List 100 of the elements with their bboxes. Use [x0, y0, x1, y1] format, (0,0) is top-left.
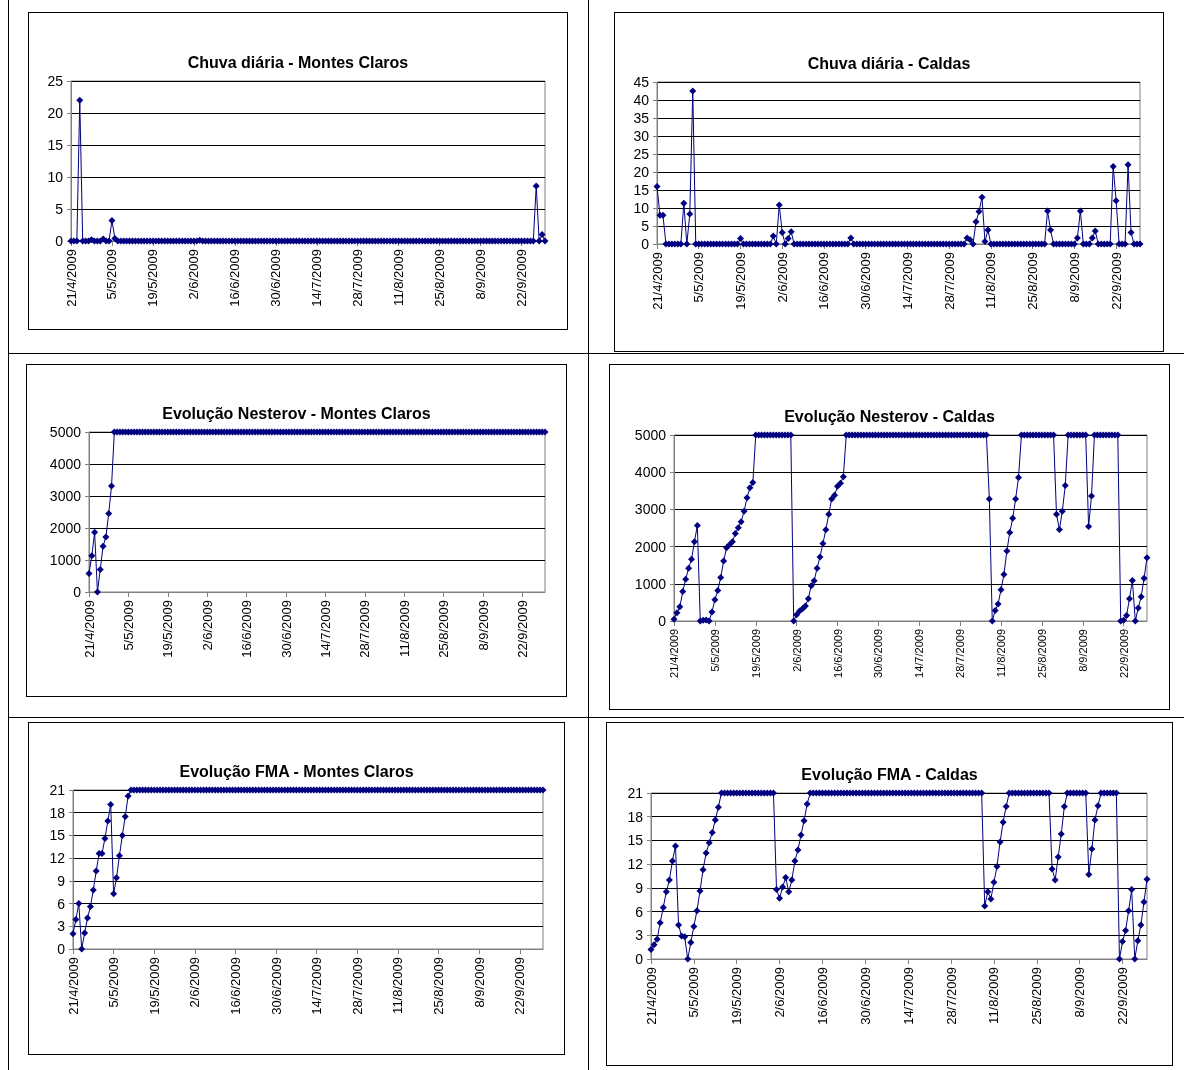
- x-tick-label: 21/4/2009: [81, 600, 97, 658]
- x-tick-label: 5/5/2009: [691, 252, 707, 303]
- x-tick-label: 5/5/2009: [106, 957, 122, 1008]
- y-tick-label: 5000: [634, 427, 667, 443]
- y-tick-label: 10: [633, 200, 650, 216]
- y-tick-label: 4000: [634, 464, 667, 481]
- y-tick-label: 2000: [634, 538, 667, 555]
- x-tick-label: 28/7/2009: [954, 629, 967, 678]
- x-tick-label: 2/6/2009: [186, 249, 202, 300]
- x-tick-label: 8/9/2009: [473, 249, 489, 300]
- y-tick-label: 0: [57, 941, 66, 957]
- y-tick-label: 5000: [49, 424, 82, 440]
- x-tick-label: 25/8/2009: [1035, 629, 1048, 678]
- x-tick-label: 14/7/2009: [309, 249, 325, 307]
- x-tick-label: 2/6/2009: [187, 957, 203, 1008]
- x-tick-label: 30/6/2009: [278, 600, 294, 658]
- x-tick-label: 21/4/2009: [65, 957, 81, 1015]
- x-tick-label: 25/8/2009: [1029, 967, 1045, 1025]
- y-tick-label: 20: [47, 105, 64, 121]
- x-tick-label: 22/9/2009: [1115, 967, 1131, 1025]
- x-tick-label: 22/9/2009: [512, 957, 528, 1015]
- x-tick-label: 30/6/2009: [268, 957, 284, 1015]
- x-tick-label: 8/9/2009: [1072, 967, 1088, 1018]
- y-tick-label: 6: [57, 895, 66, 912]
- y-tick-label: 15: [627, 832, 644, 849]
- x-tick-label: 19/5/2009: [749, 629, 762, 678]
- x-tick-label: 19/5/2009: [146, 957, 162, 1015]
- x-tick-label: 28/7/2009: [349, 957, 365, 1015]
- x-tick-label: 30/6/2009: [268, 249, 284, 307]
- y-tick-label: 1000: [634, 575, 667, 592]
- x-tick-label: 8/9/2009: [475, 600, 491, 651]
- x-tick-label: 11/8/2009: [391, 249, 407, 306]
- x-tick-label: 2/6/2009: [774, 252, 790, 303]
- x-tick-label: 21/4/2009: [63, 249, 79, 307]
- x-tick-label: 30/6/2009: [872, 629, 885, 678]
- y-tick-label: 9: [57, 872, 66, 889]
- x-tick-label: 14/7/2009: [900, 967, 916, 1025]
- x-tick-label: 5/5/2009: [708, 629, 721, 672]
- y-tick-label: 18: [627, 808, 644, 825]
- chart-title: Evolução FMA - Montes Claros: [179, 762, 414, 780]
- x-tick-label: 22/9/2009: [1108, 252, 1124, 310]
- y-tick-label: 15: [47, 137, 64, 153]
- y-tick-label: 21: [49, 782, 66, 798]
- x-tick-label: 21/4/2009: [643, 967, 659, 1025]
- x-tick-label: 25/8/2009: [436, 600, 452, 658]
- x-tick-label: 11/8/2009: [390, 957, 406, 1014]
- chart-title: Evolução Nesterov - Montes Claros: [162, 404, 431, 422]
- y-tick-label: 1000: [49, 552, 82, 568]
- x-tick-label: 21/4/2009: [649, 252, 665, 310]
- y-tick-label: 3: [635, 927, 644, 944]
- x-tick-label: 14/7/2009: [899, 252, 915, 310]
- x-tick-label: 22/9/2009: [1117, 629, 1130, 678]
- y-tick-label: 12: [49, 850, 66, 867]
- chart-title: Evolução FMA - Caldas: [801, 765, 978, 783]
- x-tick-label: 2/6/2009: [790, 629, 803, 672]
- x-tick-label: 11/8/2009: [995, 629, 1008, 678]
- y-tick-label: 25: [47, 73, 64, 89]
- x-tick-label: 19/5/2009: [145, 249, 161, 307]
- x-tick-label: 2/6/2009: [772, 967, 788, 1018]
- x-tick-label: 28/7/2009: [943, 967, 959, 1025]
- x-tick-label: 8/9/2009: [1066, 252, 1082, 303]
- chart-title: Evolução Nesterov - Caldas: [784, 407, 995, 425]
- y-tick-label: 35: [633, 110, 650, 126]
- x-tick-label: 8/9/2009: [471, 957, 487, 1008]
- y-tick-label: 0: [55, 233, 64, 249]
- x-tick-label: 16/6/2009: [831, 629, 844, 678]
- y-tick-label: 9: [635, 879, 644, 896]
- y-tick-label: 3: [57, 918, 66, 935]
- y-tick-label: 5: [55, 201, 64, 217]
- x-tick-label: 16/6/2009: [227, 249, 243, 307]
- y-tick-label: 0: [658, 613, 667, 629]
- x-tick-label: 28/7/2009: [941, 252, 957, 310]
- y-tick-label: 3000: [49, 488, 82, 504]
- x-tick-label: 16/6/2009: [816, 252, 832, 310]
- x-tick-label: 14/7/2009: [913, 629, 926, 678]
- x-tick-label: 30/6/2009: [858, 252, 874, 310]
- x-tick-label: 2/6/2009: [199, 600, 215, 651]
- x-tick-label: 22/9/2009: [514, 600, 530, 658]
- y-tick-label: 15: [49, 827, 66, 844]
- x-tick-label: 30/6/2009: [857, 967, 873, 1025]
- x-tick-label: 5/5/2009: [120, 600, 136, 651]
- y-tick-label: 18: [49, 804, 66, 821]
- x-tick-label: 5/5/2009: [104, 249, 120, 300]
- x-tick-label: 28/7/2009: [357, 600, 373, 658]
- y-tick-label: 12: [627, 856, 644, 873]
- x-tick-label: 14/7/2009: [309, 957, 325, 1015]
- x-tick-label: 8/9/2009: [1076, 629, 1089, 672]
- y-tick-label: 25: [633, 146, 650, 162]
- y-tick-label: 20: [633, 164, 650, 180]
- y-tick-label: 4000: [49, 456, 82, 472]
- y-tick-label: 10: [47, 169, 64, 185]
- y-tick-label: 5: [641, 218, 650, 234]
- chart-title: Chuva diária - Caldas: [807, 54, 971, 72]
- x-tick-label: 16/6/2009: [227, 957, 243, 1015]
- y-tick-label: 0: [73, 584, 82, 600]
- x-tick-label: 28/7/2009: [350, 249, 366, 307]
- x-tick-label: 19/5/2009: [729, 967, 745, 1025]
- x-tick-label: 25/8/2009: [432, 249, 448, 307]
- x-tick-label: 11/8/2009: [396, 600, 412, 657]
- x-tick-label: 21/4/2009: [668, 629, 680, 678]
